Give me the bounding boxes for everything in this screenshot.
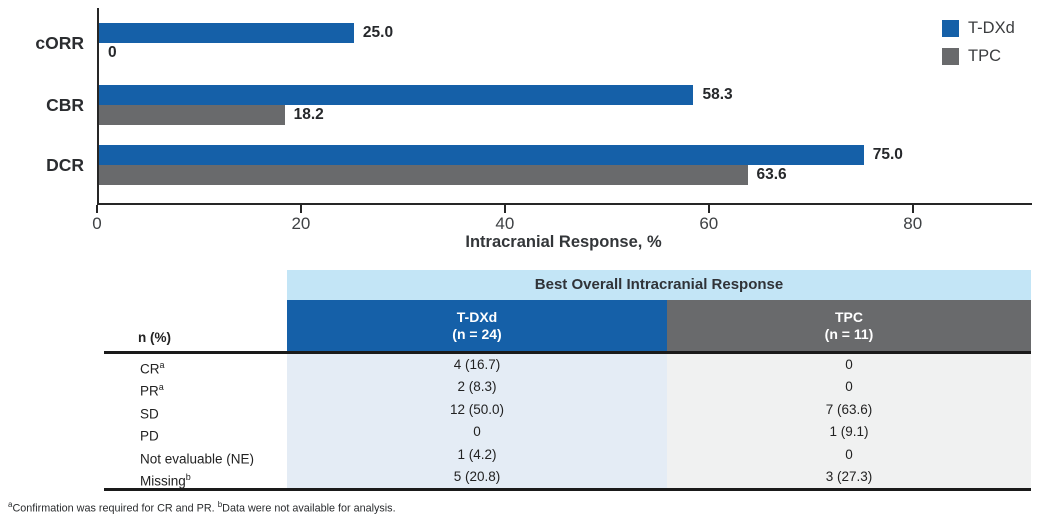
bar-row-tpc-corr: 0	[99, 43, 1032, 63]
x-tick-mark	[707, 205, 710, 213]
bar-row-tdxd-dcr: 75.0	[99, 145, 1032, 165]
table-body: CRa 4 (16.7) 0 PRa 2 (8.3) 0 SD 12 (50.0…	[104, 354, 1031, 488]
bar-value-label: 18.2	[293, 106, 324, 123]
table-row-cr: CRa 4 (16.7) 0	[104, 354, 1031, 377]
tdxd-value: 0	[287, 421, 667, 444]
x-tick-label: 0	[92, 214, 102, 233]
legend-label: T-DXd	[968, 18, 1015, 37]
bar-value-label: 25.0	[362, 24, 394, 41]
bar	[99, 145, 864, 165]
legend-item-tdxd: T-DXd	[942, 17, 1015, 39]
bar	[99, 85, 694, 105]
bar-row-tpc-dcr: 63.6	[99, 165, 1032, 185]
row-label: SD	[104, 398, 287, 421]
tdxd-swatch-icon	[942, 19, 959, 37]
table-row-sd: SD 12 (50.0) 7 (63.6)	[104, 398, 1031, 422]
tdxd-value: 2 (8.3)	[287, 376, 667, 399]
tpc-value: 7 (63.6)	[667, 398, 1031, 422]
tpc-value: 0	[667, 443, 1031, 466]
bar	[99, 105, 285, 125]
tpc-column-n: (n = 11)	[824, 326, 874, 342]
row-label: CRa	[104, 354, 287, 377]
row-label: Missingb	[104, 465, 287, 488]
bar-value-label: 58.3	[702, 86, 733, 103]
bar-row-tdxd-corr: 25.0	[99, 23, 1032, 43]
table-row-pd: PD 0 1 (9.1)	[104, 421, 1031, 444]
table-rule-top	[104, 351, 1031, 354]
bar	[99, 23, 354, 43]
bar	[99, 165, 748, 185]
legend: T-DXd TPC	[942, 17, 1015, 73]
tdxd-column-header: T-DXd (n = 24)	[287, 300, 667, 352]
table-row-missing: Missingb 5 (20.8) 3 (27.3)	[104, 465, 1031, 489]
x-tick-mark	[503, 205, 506, 213]
category-label-dcr: DCR	[46, 155, 84, 175]
tpc-value: 1 (9.1)	[667, 421, 1031, 444]
x-tick-label: 60	[699, 214, 719, 233]
bar-row-tpc-cbr: 18.2	[99, 105, 1032, 125]
table-row-pr: PRa 2 (8.3) 0	[104, 376, 1031, 399]
table-rule-bottom	[104, 488, 1031, 491]
x-tick-label: 40	[495, 214, 515, 233]
tpc-column-header: TPC (n = 11)	[667, 300, 1031, 352]
tpc-swatch-icon	[942, 47, 959, 65]
x-tick-label: 20	[291, 214, 311, 233]
table-title: Best Overall Intracranial Response	[287, 270, 1031, 300]
tdxd-value: 12 (50.0)	[287, 398, 667, 422]
x-tick-mark	[299, 205, 302, 213]
bar-row-tdxd-cbr: 58.3	[99, 85, 1032, 105]
tdxd-value: 1 (4.2)	[287, 443, 667, 466]
bar-value-label: 0	[108, 44, 117, 61]
tpc-value: 3 (27.3)	[667, 465, 1031, 489]
x-axis-title: Intracranial Response, %	[465, 233, 662, 251]
category-label-corr: cORR	[35, 33, 84, 53]
tpc-value: 0	[667, 354, 1031, 377]
bar-value-label: 63.6	[756, 166, 787, 183]
row-label: PD	[104, 421, 287, 444]
tdxd-value: 4 (16.7)	[287, 354, 667, 377]
tpc-value: 0	[667, 376, 1031, 399]
table-row-ne: Not evaluable (NE) 1 (4.2) 0	[104, 443, 1031, 466]
row-label: Not evaluable (NE)	[104, 443, 287, 466]
category-label-cbr: CBR	[46, 95, 84, 115]
tdxd-column-name: T-DXd	[456, 309, 498, 325]
x-tick-mark	[96, 205, 98, 213]
x-tick-mark	[911, 205, 914, 213]
footnote: aConfirmation was required for CR and PR…	[8, 500, 396, 515]
tpc-column-name: TPC	[835, 309, 863, 325]
x-axis: 0 20 40 60 80	[92, 205, 1030, 239]
plot-area: 25.0 58.3 75.0 0 18.2 63.6	[97, 8, 1032, 205]
tdxd-value: 5 (20.8)	[287, 465, 667, 489]
bar-value-label: 75.0	[872, 146, 903, 163]
legend-item-tpc: TPC	[942, 45, 1015, 67]
tdxd-column-n: (n = 24)	[452, 326, 502, 342]
row-label: PRa	[104, 376, 287, 399]
row-header-n-pct: n (%)	[138, 330, 171, 345]
legend-label: TPC	[968, 46, 1001, 65]
x-tick-label: 80	[903, 214, 923, 233]
